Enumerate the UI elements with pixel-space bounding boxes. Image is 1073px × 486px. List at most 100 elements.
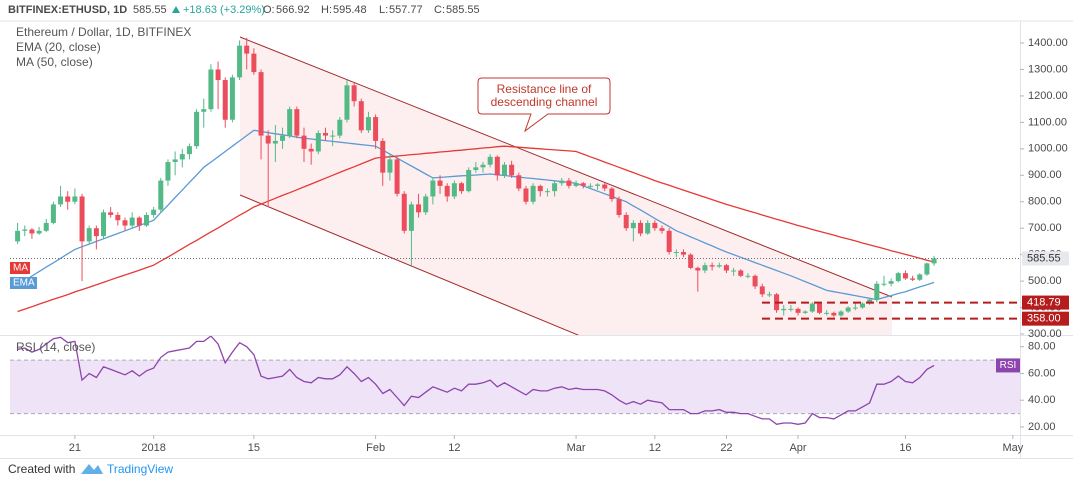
candle-body bbox=[516, 175, 522, 189]
x-tick-label: 16 bbox=[899, 442, 911, 454]
candle-body bbox=[430, 180, 436, 197]
candle-body bbox=[466, 169, 472, 192]
candle-body bbox=[294, 109, 300, 136]
y-tick-label: 1400.00 bbox=[1028, 37, 1068, 49]
candle-body bbox=[738, 270, 744, 276]
candle-body bbox=[265, 135, 271, 144]
indicator-line bbox=[17, 129, 935, 301]
change: +18.63 (+3.29%) bbox=[183, 4, 265, 16]
candle-body bbox=[251, 53, 257, 73]
x-tick-label: Feb bbox=[366, 442, 385, 454]
candle-body bbox=[444, 185, 450, 197]
candle-body bbox=[358, 101, 364, 131]
candle-body bbox=[595, 184, 601, 186]
candle-body bbox=[158, 180, 164, 210]
candle-body bbox=[301, 135, 307, 149]
candle-body bbox=[587, 185, 593, 187]
high-label: H: bbox=[321, 4, 332, 16]
candle-body bbox=[652, 222, 658, 229]
legend-entry: MA (50, close) bbox=[16, 55, 93, 69]
candle-body bbox=[215, 69, 221, 81]
candle-body bbox=[136, 217, 142, 226]
candle-body bbox=[809, 303, 815, 312]
support-box bbox=[1022, 311, 1069, 326]
candle-body bbox=[351, 85, 357, 102]
rsi-band bbox=[10, 360, 1020, 414]
candle-body bbox=[58, 196, 64, 205]
candle-body bbox=[93, 228, 99, 237]
rsi-legend: RSI (14, close) bbox=[16, 340, 95, 354]
candle-body bbox=[573, 183, 579, 186]
candle-body bbox=[795, 308, 801, 313]
rsi-tick-label: 40.00 bbox=[1028, 394, 1056, 406]
candle-body bbox=[222, 80, 228, 120]
x-tick-label: 21 bbox=[69, 442, 81, 454]
candle-body bbox=[194, 111, 200, 147]
candle-body bbox=[315, 132, 321, 152]
candle-body bbox=[788, 308, 794, 310]
candle-body bbox=[459, 183, 465, 192]
candle-body bbox=[874, 283, 880, 300]
candle-body bbox=[330, 135, 336, 137]
price-pane bbox=[15, 36, 937, 335]
callout-text: Resistance line of bbox=[497, 82, 592, 96]
brand: TradingView bbox=[107, 462, 173, 476]
candle-body bbox=[716, 265, 722, 267]
rsi-tag: RSI bbox=[1000, 360, 1017, 371]
rsi-tick-label: 80.00 bbox=[1028, 341, 1056, 353]
channel-area bbox=[240, 37, 892, 335]
candle-body bbox=[616, 199, 622, 215]
callout-text: descending channel bbox=[491, 95, 598, 109]
support-box bbox=[1022, 295, 1069, 310]
candle-body bbox=[201, 109, 207, 112]
candle-body bbox=[287, 109, 293, 136]
y-tick-label: 1000.00 bbox=[1028, 143, 1068, 155]
candle-body bbox=[15, 230, 21, 242]
candle-body bbox=[509, 164, 515, 176]
x-tick-label: May bbox=[1002, 442, 1023, 454]
brand-logo bbox=[81, 464, 103, 474]
candle-body bbox=[666, 230, 672, 252]
candle-body bbox=[831, 312, 837, 316]
up-arrow bbox=[172, 6, 180, 13]
x-tick-label: 2018 bbox=[141, 442, 165, 454]
candle-body bbox=[494, 156, 500, 176]
candle-body bbox=[308, 148, 314, 152]
candle-body bbox=[552, 183, 558, 192]
candle-body bbox=[258, 72, 264, 136]
candle-body bbox=[322, 132, 328, 136]
candle-body bbox=[537, 185, 543, 192]
callout bbox=[477, 77, 611, 133]
candle-body bbox=[859, 303, 865, 308]
last-price-box bbox=[1022, 251, 1069, 266]
candle-body bbox=[695, 267, 701, 271]
candle-body bbox=[673, 251, 679, 253]
candle-body bbox=[709, 265, 715, 267]
candle-body bbox=[394, 159, 400, 194]
symbol: BITFINEX:ETHUSD, 1D bbox=[8, 4, 127, 16]
candle-body bbox=[22, 229, 28, 231]
candle-body bbox=[65, 196, 71, 202]
support-label: 358.00 bbox=[1027, 313, 1061, 325]
candle-body bbox=[380, 140, 386, 173]
candle-body bbox=[79, 196, 85, 242]
candle-body bbox=[437, 180, 443, 186]
candle-body bbox=[731, 270, 737, 272]
candle-body bbox=[623, 214, 629, 229]
support-label: 418.79 bbox=[1027, 296, 1061, 308]
candle-body bbox=[702, 265, 708, 271]
y-tick-label: 800.00 bbox=[1028, 196, 1062, 208]
x-tick-label: 15 bbox=[248, 442, 260, 454]
candle-body bbox=[280, 135, 286, 141]
candle-body bbox=[165, 162, 171, 181]
candle-body bbox=[530, 185, 536, 202]
candle-body bbox=[566, 180, 572, 186]
y-tick-label: 900.00 bbox=[1028, 169, 1062, 181]
candle-body bbox=[143, 214, 149, 226]
candle-body bbox=[86, 228, 92, 242]
candle-body bbox=[101, 212, 107, 237]
candle-body bbox=[802, 311, 808, 313]
y-tick-label: 1100.00 bbox=[1028, 116, 1067, 128]
candle-body bbox=[179, 154, 185, 160]
